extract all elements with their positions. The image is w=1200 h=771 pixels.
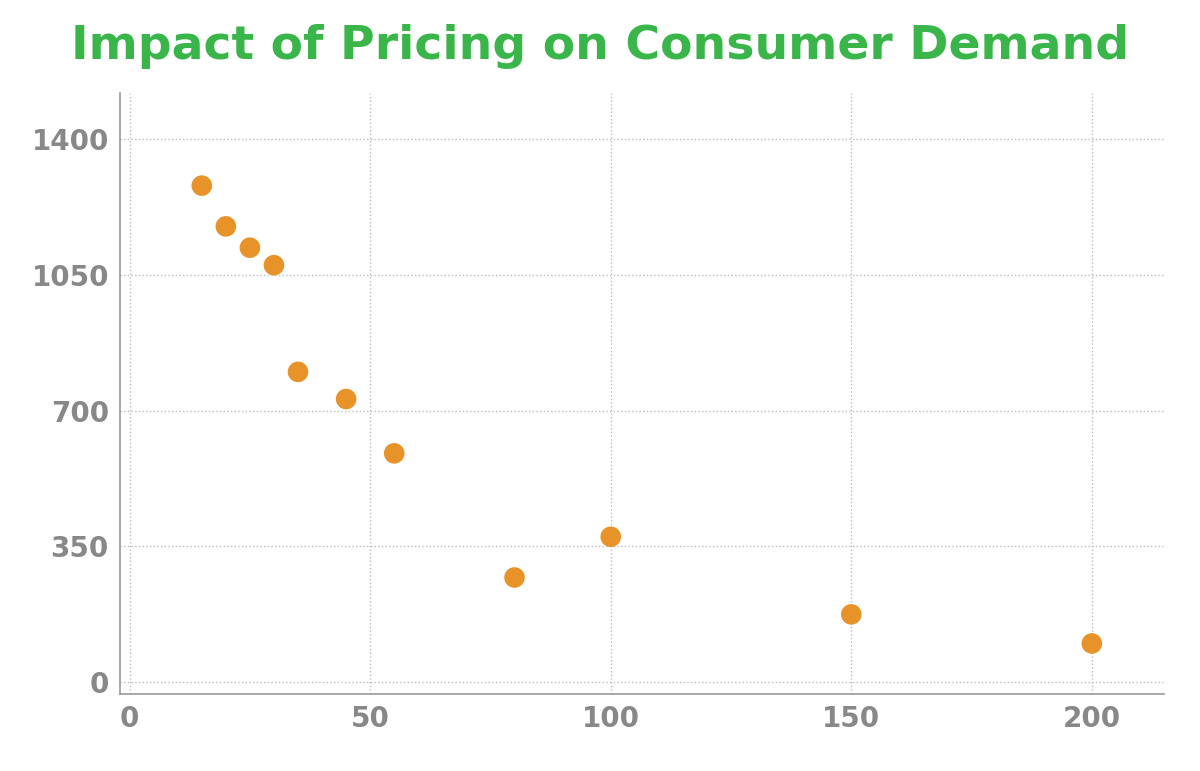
Point	[385, 447, 404, 460]
Text: Impact of Pricing on Consumer Demand: Impact of Pricing on Consumer Demand	[71, 24, 1129, 69]
Point	[216, 221, 235, 233]
Point	[288, 365, 307, 378]
Point	[601, 530, 620, 543]
Point	[505, 571, 524, 584]
Point	[240, 241, 259, 254]
Point	[264, 259, 283, 271]
Point	[336, 393, 355, 406]
Point	[841, 608, 860, 621]
Point	[192, 180, 211, 192]
Point	[1082, 638, 1102, 650]
